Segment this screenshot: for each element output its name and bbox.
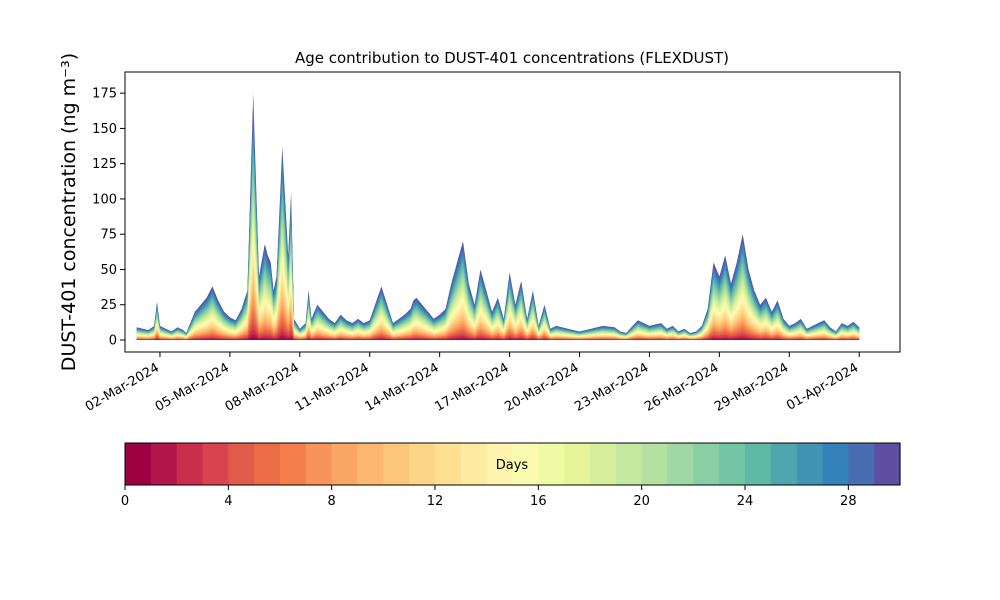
colorbar-cell [667,443,694,485]
colorbar-tick-label: 8 [328,494,336,509]
x-axis: 02-Mar-202405-Mar-202408-Mar-202411-Mar-… [83,352,861,415]
colorbar-cell [874,443,901,485]
age-layer-1 [136,333,860,340]
colorbar-tick-label: 28 [840,494,857,509]
colorbar-cell [486,443,514,485]
colorbar-cell [641,443,669,485]
y-tick-label: 150 [92,122,117,137]
y-tick-label: 75 [100,228,117,243]
colorbar-border [124,442,901,486]
y-tick-label: 25 [100,298,117,313]
colorbar-cell [331,443,359,485]
colorbar-cell [745,443,772,485]
colorbar-cell [202,443,229,485]
y-axis-label: DUST-401 concentration (ng m⁻³) [58,53,80,371]
colorbar-tick-label: 12 [427,494,444,509]
colorbar-cell [590,443,617,485]
colorbar-ticks: 0 4 8 12 16 20 24 28 [121,485,857,509]
colorbar-label: Days [496,458,529,473]
x-tick-label: 11-Mar-2024 [293,360,372,414]
x-tick-label: 26-Mar-2024 [642,360,721,414]
colorbar-tick-label: 20 [633,494,650,509]
y-axis: 0 25 50 75 100 125 150 175 [92,87,125,349]
x-tick-label: 17-Mar-2024 [432,360,511,414]
colorbar-cell [409,443,436,485]
x-tick-label: 08-Mar-2024 [223,360,302,414]
colorbar-cell [280,443,307,485]
age-contribution-areas [136,93,860,341]
x-tick-label: 14-Mar-2024 [363,360,442,414]
y-tick-label: 175 [92,87,117,102]
x-tick-label: 02-Mar-2024 [83,360,162,414]
colorbar-cell [357,443,384,485]
x-tick-label: 01-Apr-2024 [784,360,861,413]
y-tick-label: 0 [109,334,117,349]
plot-border [124,71,901,353]
y-tick-label: 100 [92,192,117,207]
x-tick-label: 20-Mar-2024 [502,360,581,414]
y-tick-label: 125 [92,157,117,172]
colorbar-cell [305,443,333,485]
colorbar-cell [848,443,875,485]
colorbar-cell [435,443,462,485]
colorbar-cell [254,443,281,485]
colorbar-cell [383,443,410,485]
colorbar-cell [770,443,798,485]
colorbar-cells [125,443,901,485]
colorbar-tick-label: 4 [224,494,232,509]
colorbar-cell [719,443,746,485]
colorbar-cell [176,443,204,485]
colorbar-cell [796,443,824,485]
colorbar-tick-label: 24 [737,494,754,509]
colorbar-tick-label: 16 [530,494,547,509]
y-tick-label: 50 [100,263,117,278]
chart-title: Age contribution to DUST-401 concentrati… [295,49,729,67]
colorbar-cell [615,443,643,485]
colorbar-cell [538,443,565,485]
colorbar-cell [125,443,152,485]
colorbar-cell [822,443,849,485]
x-tick-label: 05-Mar-2024 [153,360,232,414]
colorbar-cell [512,443,539,485]
x-tick-label: 23-Mar-2024 [572,360,651,414]
colorbar-cell [228,443,255,485]
colorbar-tick-label: 0 [121,494,129,509]
colorbar-cell [564,443,591,485]
colorbar-cell [693,443,720,485]
x-tick-label: 29-Mar-2024 [712,360,791,414]
colorbar: Days 0 4 8 12 16 20 24 28 [121,442,901,509]
colorbar-cell [150,443,178,485]
plot-area: 0 25 50 75 100 125 150 175 02-Mar-202405-Mar-20… [83,71,901,415]
colorbar-cell [460,443,488,485]
age-layer-0 [136,337,860,340]
